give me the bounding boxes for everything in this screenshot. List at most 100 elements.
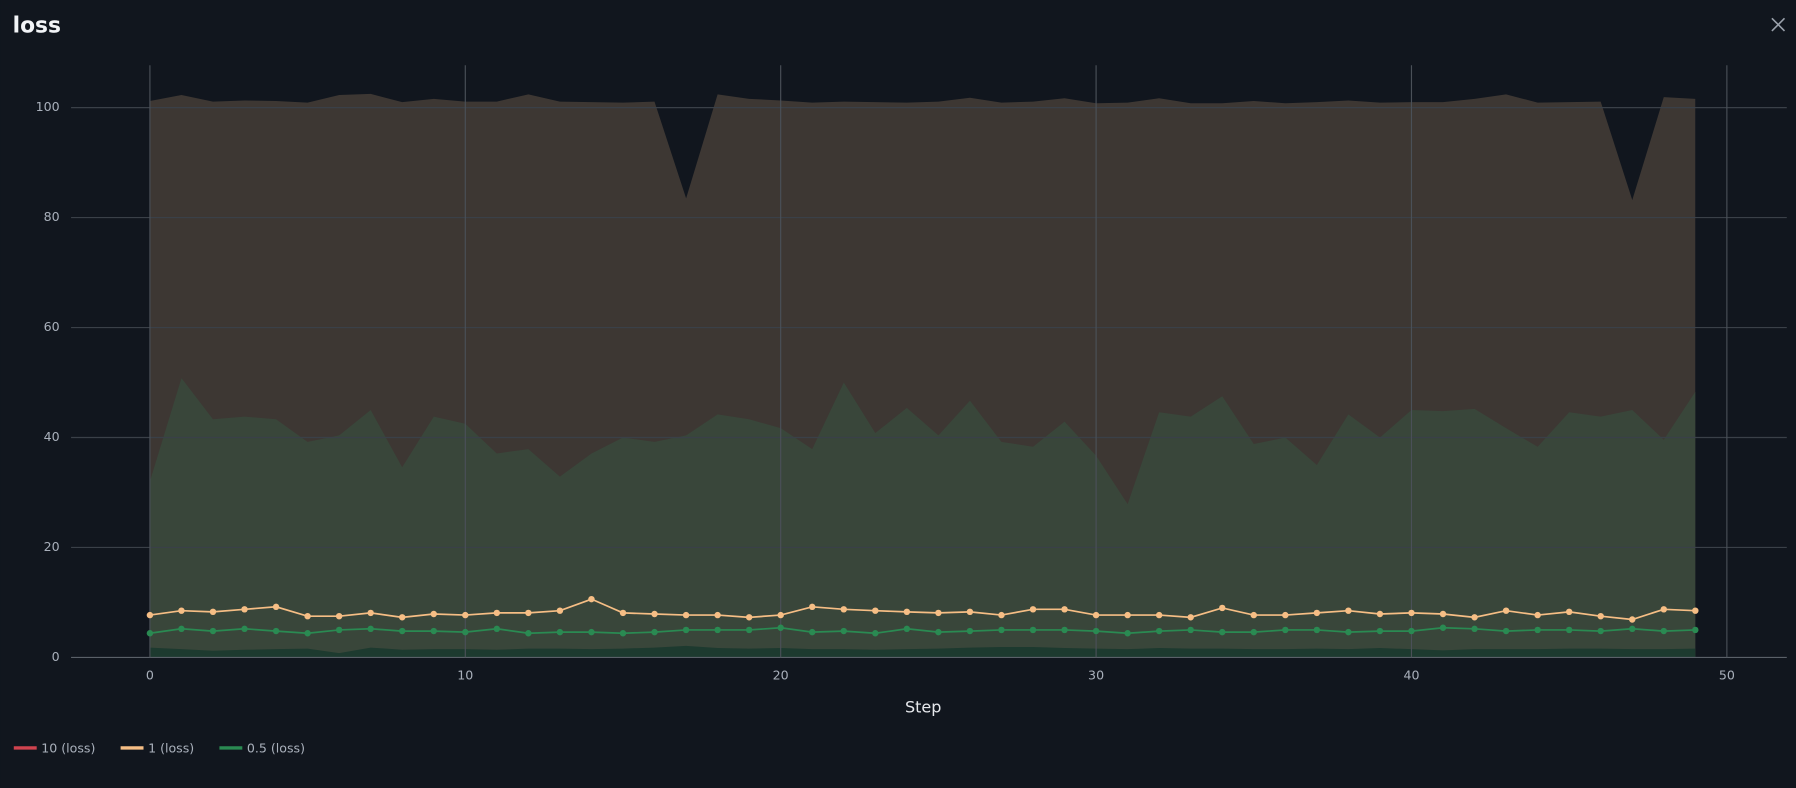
data-point [1692,626,1699,634]
legend-item[interactable]: 1 (loss) [120,741,195,756]
data-point [335,612,343,620]
data-point [1345,607,1352,614]
y-tick-label: 20 [44,539,60,554]
close-icon[interactable] [1771,17,1786,32]
data-point [809,603,816,611]
data-point [619,609,627,617]
y-tick-label: 40 [44,429,60,444]
data-point [209,608,217,616]
data-point [399,614,406,621]
data-point [872,607,879,614]
data-point [462,628,469,636]
data-point [335,626,343,634]
x-tick-label: 40 [1403,667,1419,682]
band-area [149,645,1696,658]
x-tick-label: 0 [146,667,154,682]
data-point [1502,627,1510,635]
data-point [1155,611,1163,619]
data-point [1439,610,1447,618]
legend-item[interactable]: 10 (loss) [13,741,96,756]
data-point [1124,611,1131,619]
data-point [935,628,942,636]
data-point [682,611,690,619]
data-point [1408,627,1415,635]
data-point [1534,611,1541,619]
data-point [304,612,311,620]
data-point [1187,614,1194,621]
data-point [1092,611,1100,619]
data-point [777,611,784,619]
data-point [430,627,437,635]
data-point [1597,612,1604,620]
legend-label: 1 (loss) [148,741,194,756]
data-point [903,625,911,633]
data-point [1376,610,1384,618]
legend-label: 10 (loss) [41,741,95,756]
data-point [1692,607,1699,614]
data-point [241,625,248,633]
legend-label: 0.5 (loss) [247,741,305,756]
data-point [272,603,280,611]
data-point [1313,626,1321,634]
series-line [149,598,1696,621]
data-point [1092,627,1100,635]
data-point [462,611,469,619]
x-tick-label: 20 [773,667,789,682]
data-point [809,628,816,636]
data-point [1534,626,1541,634]
data-point [1061,626,1068,634]
data-point [714,626,721,634]
data-point [840,627,847,635]
bands [149,93,1696,658]
band-area [149,378,1696,658]
data-point [367,609,374,617]
data-point [1155,627,1163,635]
data-point [1282,611,1289,619]
data-point [493,609,501,617]
data-point [1565,608,1573,616]
data-point [651,610,658,618]
data-point [1376,627,1384,635]
data-point [525,609,532,617]
data-point [998,626,1005,634]
data-point [1029,606,1037,613]
data-point [556,607,564,614]
data-point [1439,624,1447,631]
data-point [1408,609,1415,617]
data-point [588,595,595,603]
data-point [1250,611,1257,619]
data-point [146,630,154,637]
data-point [966,627,974,635]
data-point [998,611,1005,619]
data-point [1597,627,1604,635]
data-point [1061,606,1068,613]
data-point [556,628,564,636]
x-axis-label: Step [905,697,941,716]
y-tick-label: 60 [44,319,60,334]
data-point [840,606,847,613]
data-point [714,611,721,619]
data-point [1345,628,1352,636]
data-point [1629,625,1636,633]
data-point [1471,625,1478,633]
data-point [1313,609,1321,617]
x-tick-label: 50 [1719,667,1735,682]
legend-item[interactable]: 0.5 (loss) [219,741,305,756]
data-point [588,628,595,636]
data-point [1250,628,1257,636]
x-tick-label: 30 [1088,667,1104,682]
close-button[interactable] [1771,17,1786,32]
data-point [146,611,154,619]
y-tick-label: 80 [44,209,60,224]
data-point [966,608,974,616]
data-point [619,630,627,637]
y-tick-label: 100 [36,99,60,114]
y-tick-label: 0 [52,649,60,664]
data-point [1124,630,1131,637]
data-point [430,610,437,618]
data-point [304,630,311,637]
data-point [178,607,185,614]
data-point [745,626,753,634]
